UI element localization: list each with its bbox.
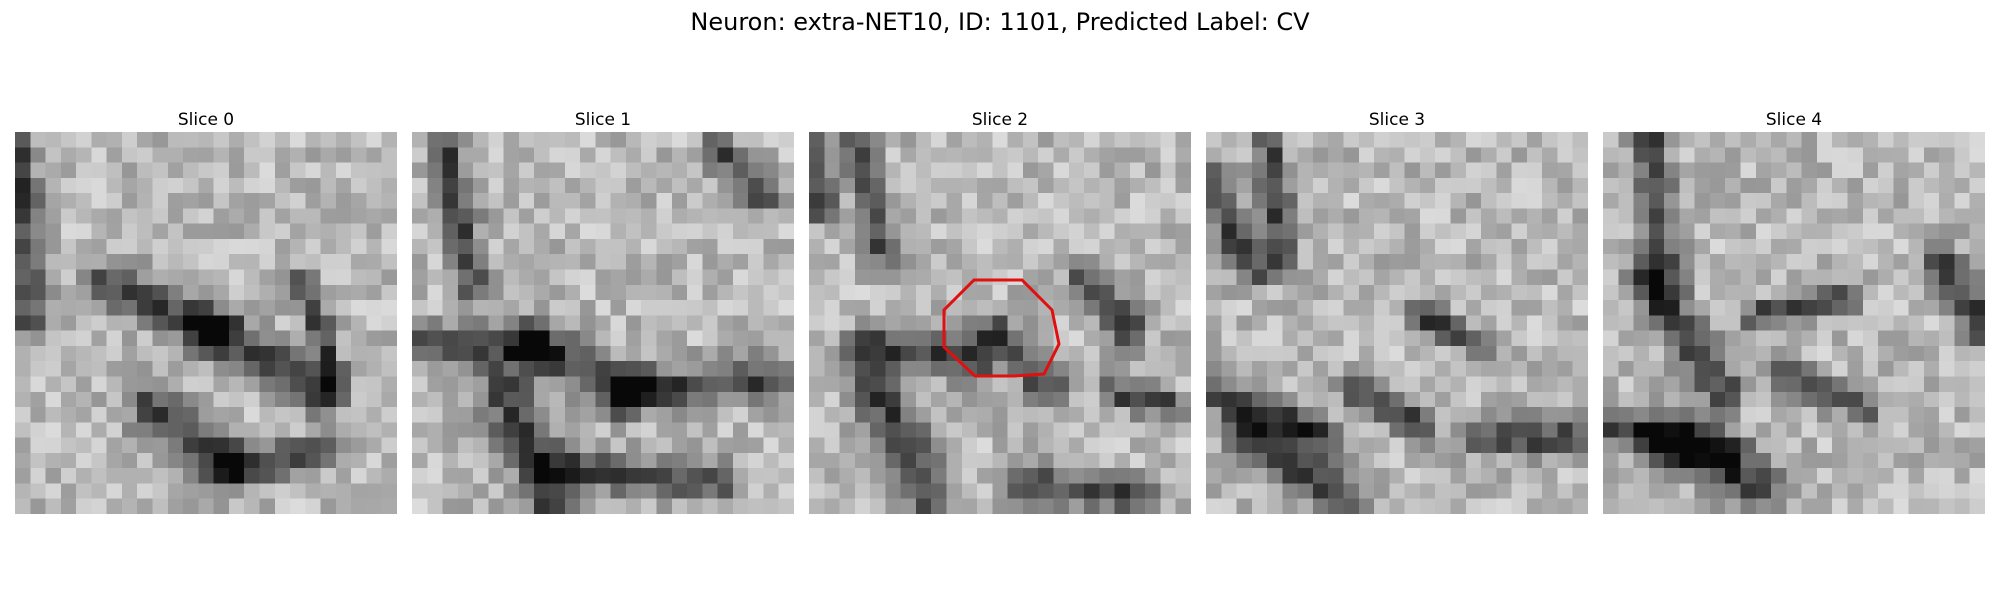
- slice-title: Slice 0: [177, 110, 235, 130]
- slice-panel-0: Slice 0: [15, 108, 397, 514]
- roi-octagon: [942, 278, 1061, 378]
- slice-panel-1: Slice 1: [412, 108, 794, 514]
- roi-outline: [942, 278, 1061, 378]
- figure-title: Neuron: extra-NET10, ID: 1101, Predicted…: [690, 8, 1310, 36]
- slice-image: [1206, 132, 1588, 514]
- slice-title: Slice 3: [1368, 110, 1426, 130]
- slice-panel-2: Slice 2: [809, 108, 1191, 514]
- slice-image: [412, 132, 794, 514]
- slice-title: Slice 1: [574, 110, 632, 130]
- slice-panel-3: Slice 3: [1206, 108, 1588, 514]
- slice-title: Slice 4: [1765, 110, 1823, 130]
- slice-image: [15, 132, 397, 514]
- slice-title: Slice 2: [971, 110, 1029, 130]
- slice-panel-4: Slice 4: [1603, 108, 1985, 514]
- slice-image: [1603, 132, 1985, 514]
- slice-image: [809, 132, 1191, 514]
